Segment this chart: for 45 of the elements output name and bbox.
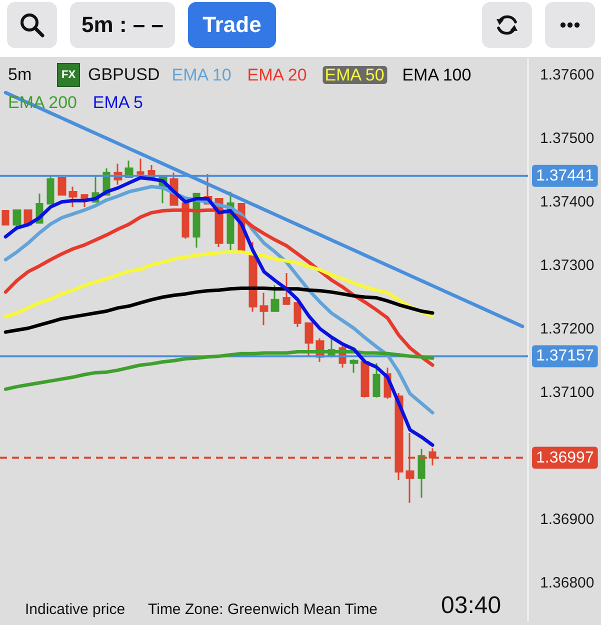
candlestick (350, 358, 358, 374)
ref-line-label: 1.37441 (536, 167, 594, 184)
refresh-button[interactable] (482, 2, 532, 48)
y-tick-label: 1.37300 (540, 256, 594, 274)
candlestick (282, 272, 290, 305)
candlestick (372, 362, 380, 398)
candlestick (68, 186, 78, 208)
y-tick-label: 1.36900 (540, 510, 594, 528)
trade-button[interactable]: Trade (188, 2, 276, 48)
text: EMA 50 (324, 66, 384, 84)
interval-button[interactable]: 5m : – – (70, 2, 175, 48)
chart-subtitle: 5m (8, 65, 32, 84)
line-series (4, 250, 434, 319)
text: EMA 10 (172, 66, 232, 84)
y-tick-label: 1.37200 (540, 320, 594, 338)
fx-badge: FX (57, 63, 80, 87)
y-tick-label: 1.37600 (540, 66, 594, 84)
y-tick-label: 1.37400 (540, 193, 594, 210)
text: EMA 100 (402, 66, 472, 84)
candlestick (418, 448, 426, 499)
candlestick (360, 361, 370, 398)
candlestick (260, 292, 268, 326)
y-tick-label: 1.37100 (540, 384, 594, 401)
line-series (4, 90, 524, 328)
candlestick (294, 302, 302, 328)
annotation: Time Zone: Greenwich Mean Time (148, 601, 378, 618)
ref-line-label: 1.37157 (536, 348, 594, 365)
candlestick (2, 210, 10, 226)
candlestick (46, 175, 54, 205)
chart-title: GBPUSD (88, 65, 160, 84)
text: EMA 5 (92, 93, 144, 112)
candlestick (12, 209, 22, 232)
candlestick (58, 177, 66, 196)
more-button[interactable] (545, 2, 595, 48)
search-button[interactable] (7, 2, 57, 48)
candlestick (270, 284, 280, 312)
annotation: Indicative price (25, 601, 126, 618)
text: EMA 20 (247, 66, 307, 84)
line-series (4, 286, 434, 334)
line-series (4, 176, 434, 447)
annotation: 03:40 (441, 592, 502, 619)
candlestick (304, 322, 314, 358)
y-tick-label: 1.37500 (540, 130, 594, 147)
ref-line-label: 1.36997 (536, 449, 594, 466)
y-tick-label: 1.36800 (540, 574, 594, 592)
